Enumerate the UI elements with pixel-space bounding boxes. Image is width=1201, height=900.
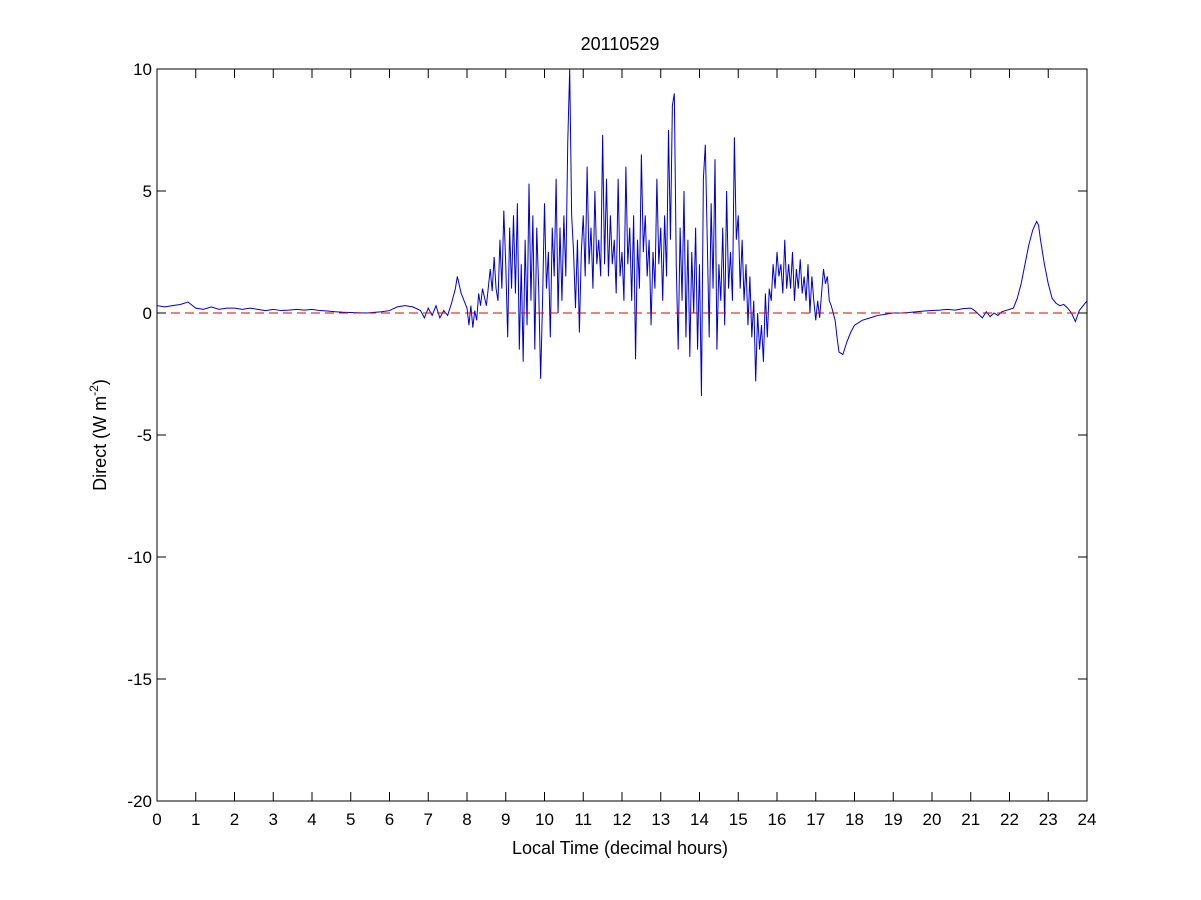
y-axis-label-suffix: ) bbox=[90, 379, 110, 385]
y-tick-label: -10 bbox=[127, 548, 152, 567]
x-tick-label: 15 bbox=[729, 810, 748, 829]
x-axis: 0 1 2 3 4 5 6 7 8 9 10 11 12 13 14 15 16 17 18 19 20 21 22 23 24 bbox=[152, 69, 1096, 829]
x-tick-label: 18 bbox=[845, 810, 864, 829]
y-tick-label: -20 bbox=[127, 792, 152, 811]
y-tick-label: 0 bbox=[143, 304, 152, 323]
plot-frame bbox=[156, 68, 1088, 802]
y-axis-label: Direct (W m-2) bbox=[87, 379, 110, 491]
y-tick-label: -5 bbox=[137, 426, 152, 445]
x-tick-label: 17 bbox=[806, 810, 825, 829]
x-tick-label: 19 bbox=[884, 810, 903, 829]
x-tick-label: 13 bbox=[651, 810, 670, 829]
x-tick-label: 12 bbox=[613, 810, 632, 829]
series-line-1 bbox=[156, 68, 1088, 396]
x-tick-label: 6 bbox=[385, 810, 394, 829]
x-tick-label: 7 bbox=[424, 810, 433, 829]
x-tick-label: 20 bbox=[923, 810, 942, 829]
y-axis-label-superscript: -2 bbox=[87, 385, 101, 396]
x-tick-label: 22 bbox=[1000, 810, 1019, 829]
x-tick-label: 9 bbox=[501, 810, 510, 829]
x-tick-label: 10 bbox=[535, 810, 554, 829]
series-group bbox=[156, 68, 1088, 396]
x-tick-label: 8 bbox=[462, 810, 471, 829]
y-axis: 10 5 0 -5 -10 -15 -20 bbox=[127, 60, 1087, 811]
x-tick-label: 3 bbox=[269, 810, 278, 829]
y-tick-label: 5 bbox=[143, 182, 152, 201]
x-tick-label: 1 bbox=[191, 810, 200, 829]
chart-title: 20110529 bbox=[581, 34, 660, 54]
x-tick-label: 11 bbox=[574, 810, 592, 829]
y-tick-label: -15 bbox=[127, 670, 152, 689]
x-tick-label: 5 bbox=[346, 810, 355, 829]
x-tick-label: 14 bbox=[690, 810, 709, 829]
x-tick-label: 16 bbox=[768, 810, 787, 829]
x-tick-label: 23 bbox=[1039, 810, 1058, 829]
y-axis-label-prefix: Direct (W m bbox=[90, 396, 110, 491]
x-tick-label: 4 bbox=[307, 810, 316, 829]
x-tick-label: 24 bbox=[1078, 810, 1097, 829]
x-tick-label: 21 bbox=[961, 810, 980, 829]
x-axis-label: Local Time (decimal hours) bbox=[512, 838, 728, 858]
x-tick-label: 2 bbox=[230, 810, 239, 829]
y-tick-label: 10 bbox=[133, 60, 152, 79]
x-tick-label: 0 bbox=[152, 810, 161, 829]
